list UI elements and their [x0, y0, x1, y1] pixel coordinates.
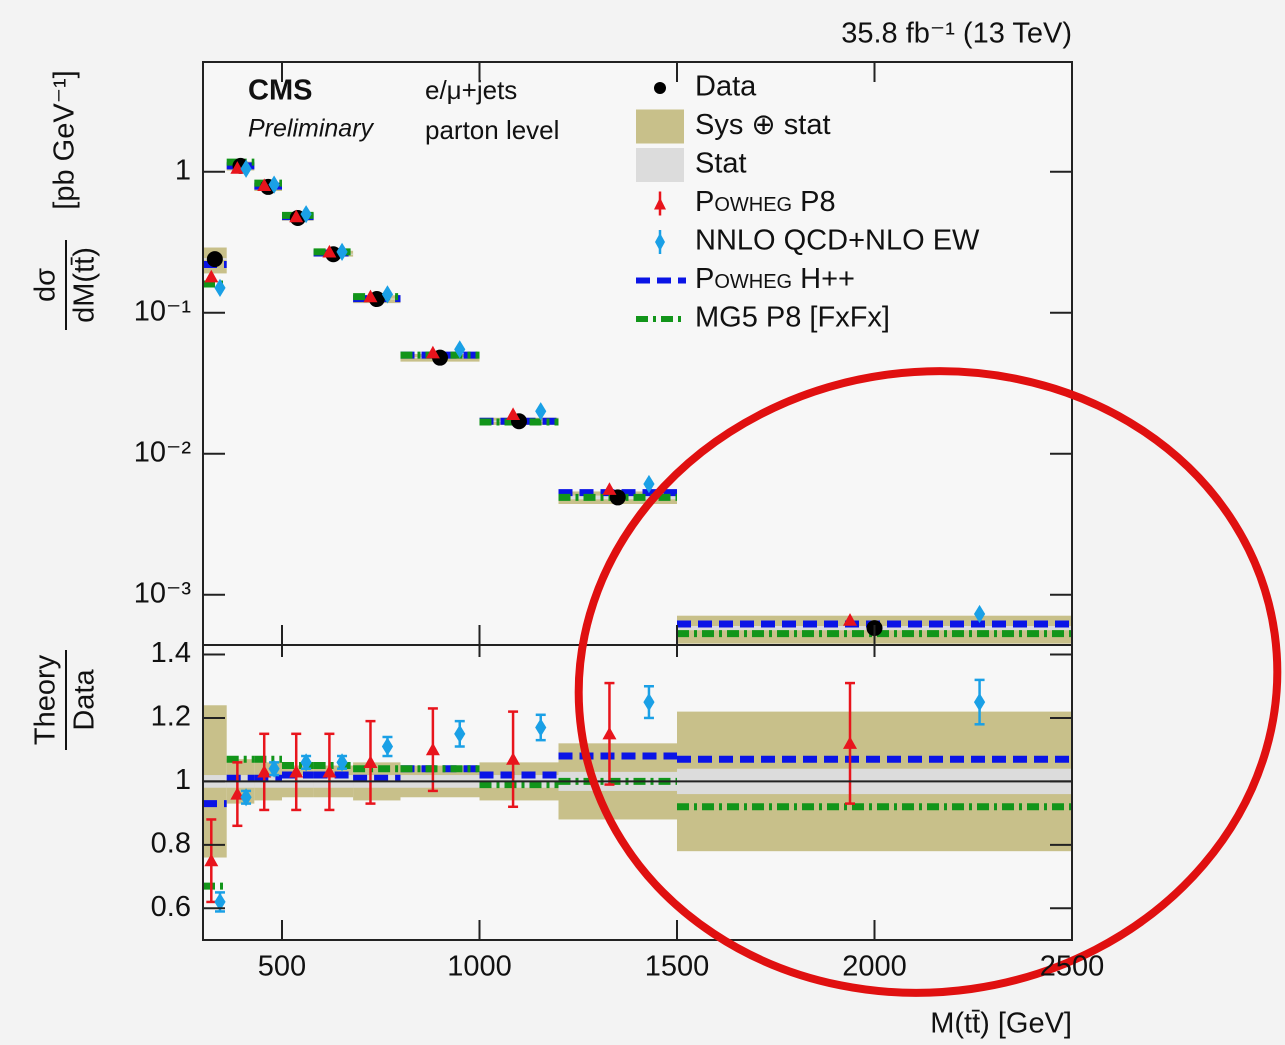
theory-point — [602, 482, 617, 495]
legend-symbol — [654, 82, 666, 94]
legend-symbol — [654, 197, 666, 210]
y-tick-label: 1 — [175, 764, 191, 796]
legend-entry: Powheg H++ — [636, 263, 855, 295]
y-tick-label: 10⁻² — [134, 436, 192, 468]
theory-point — [425, 345, 440, 359]
theory-point — [363, 289, 378, 303]
y-tick-label: 0.8 — [151, 827, 191, 859]
theory-point — [322, 244, 337, 258]
theory-point — [643, 692, 655, 712]
legend-entry: Powheg P8 — [654, 186, 836, 218]
x-tick-label: 500 — [258, 951, 306, 983]
theory-point — [843, 736, 858, 749]
legend-label: Data — [695, 71, 757, 103]
legend-label: NNLO QCD+NLO EW — [695, 225, 980, 257]
theory-point — [336, 242, 348, 261]
ratio-y-label-denominator: Data — [69, 669, 101, 731]
x-tick-label: 1000 — [447, 951, 512, 983]
y-label-denominator: dM(tt̄) — [69, 247, 101, 323]
theory-point — [506, 407, 521, 421]
theory-point — [240, 788, 252, 807]
ratio-frame — [202, 644, 1073, 941]
theory-point — [454, 340, 466, 359]
theory-point — [300, 205, 312, 224]
theory-point — [602, 726, 617, 740]
theory-point — [425, 742, 440, 756]
theory-point — [381, 737, 394, 756]
y-tick-label: 0.6 — [151, 891, 191, 923]
legend-symbol — [636, 148, 684, 182]
theory-point — [214, 892, 226, 912]
legend-label: Sys ⊕ stat — [695, 109, 831, 141]
theory-point — [257, 178, 272, 191]
theory-point — [204, 269, 219, 283]
theory-point — [289, 764, 304, 778]
theory-point — [240, 159, 252, 178]
theory-point — [300, 753, 312, 772]
highlight-circle — [574, 367, 1282, 997]
theory-point — [336, 753, 348, 772]
legend-entry: Stat — [636, 148, 747, 182]
theory-point — [230, 787, 245, 800]
theory-point — [257, 764, 272, 778]
theory-point — [268, 759, 280, 778]
theory-point — [230, 161, 245, 174]
experiment-label: CMS — [248, 75, 312, 107]
y-tick-label: 1.2 — [151, 701, 191, 733]
legend-symbol — [636, 109, 684, 144]
theory-point — [973, 692, 986, 712]
ratio-y-label-numerator: Theory — [30, 654, 62, 745]
y-tick-label: 10⁻³ — [134, 577, 192, 609]
channel-label: e/μ+jets — [425, 75, 517, 105]
level-label: parton level — [425, 115, 559, 145]
theory-point — [535, 718, 547, 737]
x-axis-label: M(tt̄) [GeV] — [930, 1008, 1072, 1040]
legend-label: Powheg H++ — [695, 263, 855, 295]
legend-entry: NNLO QCD+NLO EW — [655, 225, 980, 257]
theory-point — [643, 474, 655, 494]
legend-entry: Sys ⊕ stat — [636, 109, 831, 144]
y-tick-label: 1.4 — [151, 637, 191, 669]
legend-label: Powheg P8 — [695, 186, 836, 218]
x-tick-label: 1500 — [645, 951, 710, 983]
data-point — [206, 251, 223, 268]
theory-point — [268, 175, 280, 194]
luminosity: 35.8 fb⁻¹ (13 TeV) — [841, 18, 1072, 50]
x-tick-label: 2500 — [1040, 951, 1105, 983]
legend-label: Stat — [695, 148, 747, 180]
theory-point — [381, 285, 394, 304]
theory-point — [289, 209, 304, 223]
theory-point — [454, 724, 466, 743]
theory-point — [506, 752, 521, 765]
theory-point — [204, 853, 219, 867]
theory-point — [843, 613, 858, 626]
legend-label: MG5 P8 [FxFx] — [695, 302, 890, 334]
y-tick-label: 10⁻¹ — [134, 295, 192, 327]
x-tick-label: 2000 — [842, 951, 907, 983]
theory-point — [322, 764, 337, 778]
legend-entry: MG5 P8 [FxFx] — [636, 302, 890, 334]
theory-point — [535, 402, 547, 421]
theory-point — [973, 604, 986, 624]
legend-entry: Data — [654, 71, 757, 103]
y-label-unit: [pb GeV⁻¹] — [49, 70, 81, 209]
theory-point — [363, 755, 378, 768]
status-label: Preliminary — [248, 115, 375, 143]
y-label-numerator: dσ — [30, 268, 62, 302]
theory-point — [214, 278, 226, 297]
y-tick-label: 1 — [175, 154, 191, 186]
legend-symbol — [655, 233, 665, 251]
